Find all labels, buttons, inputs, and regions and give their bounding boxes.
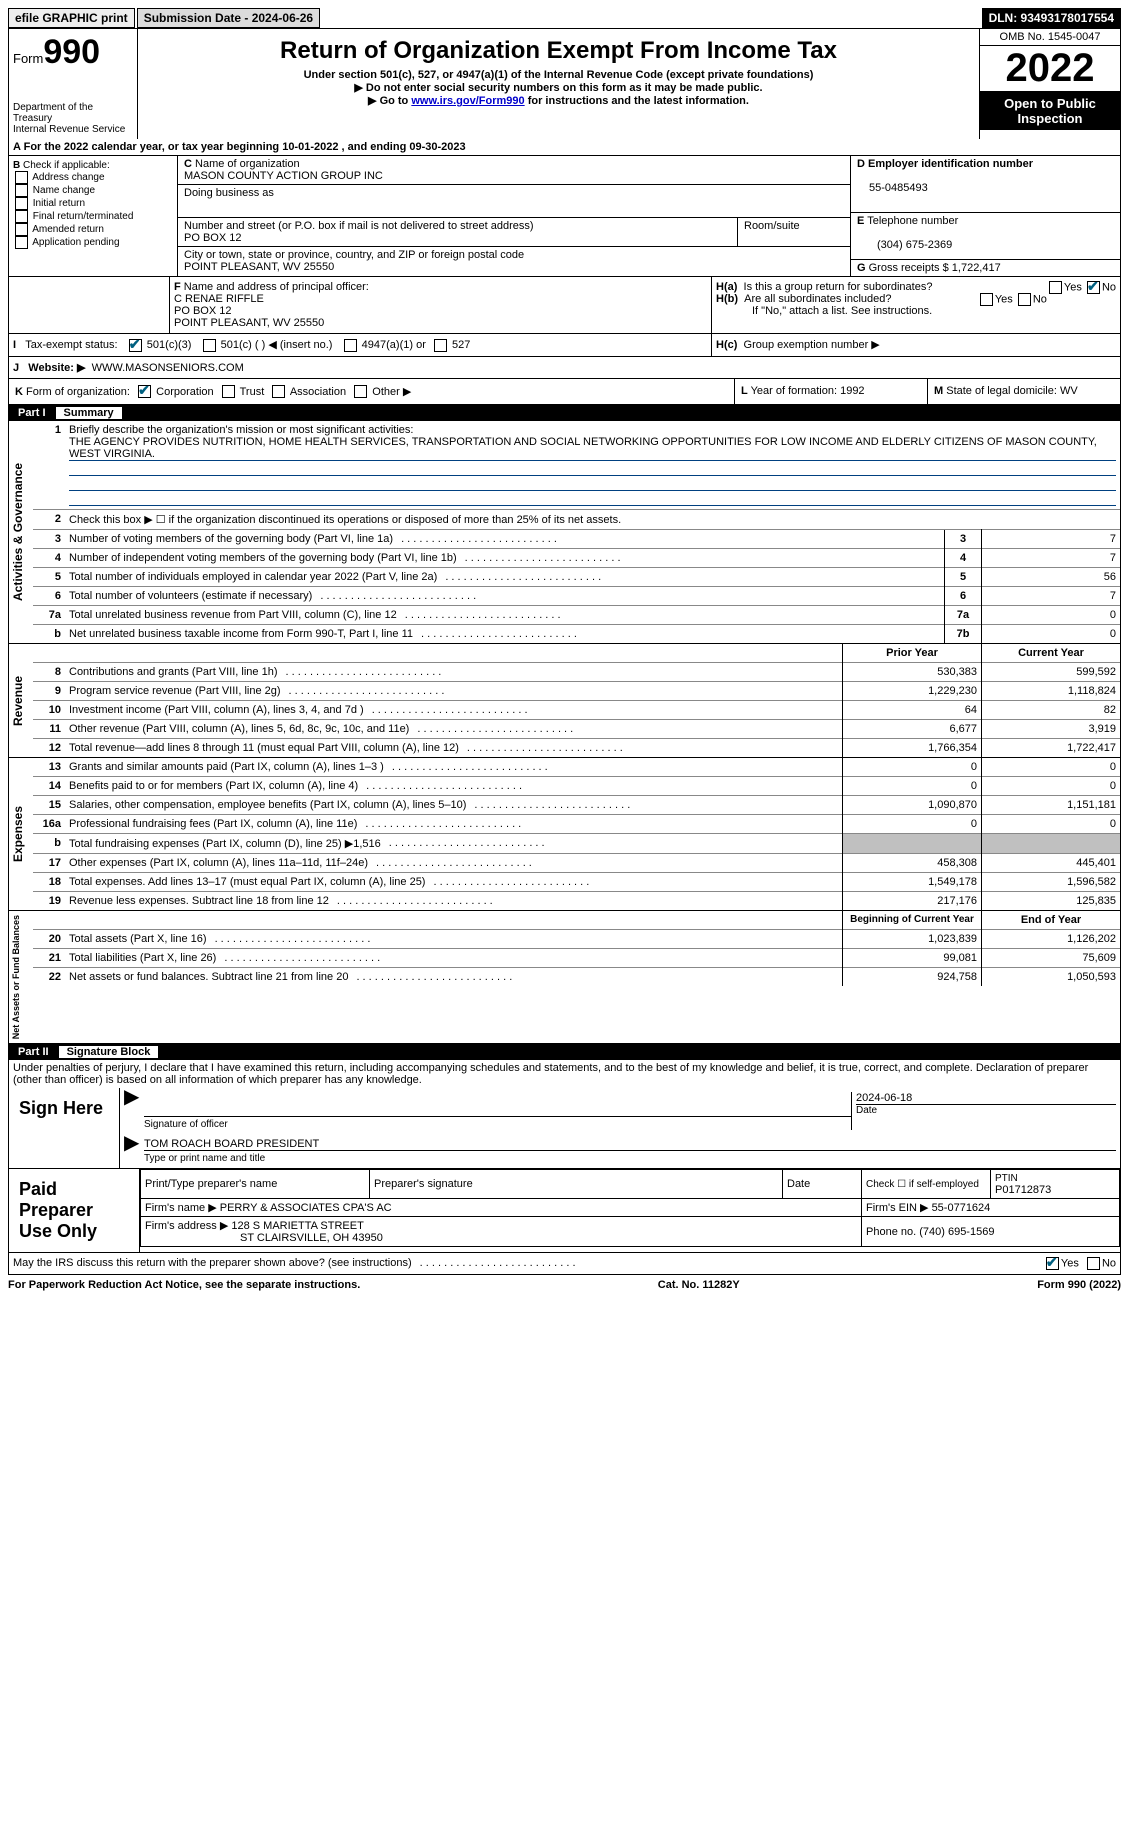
website-row: J Website: ▶ WWW.MASONSENIORS.COM xyxy=(8,357,1121,379)
firm-name: PERRY & ASSOCIATES CPA'S AC xyxy=(220,1202,392,1214)
omb-number: OMB No. 1545-0047 xyxy=(980,29,1120,46)
firm-phone: (740) 695-1569 xyxy=(919,1226,994,1238)
footer-mid: Cat. No. 11282Y xyxy=(658,1279,740,1291)
side-label-net: Net Assets or Fund Balances xyxy=(9,911,33,1043)
declaration-text: Under penalties of perjury, I declare th… xyxy=(8,1060,1121,1088)
part-1-header: Part I Summary xyxy=(8,405,1121,421)
side-label-gov: Activities & Governance xyxy=(9,421,33,643)
paid-preparer-block: Paid Preparer Use Only Print/Type prepar… xyxy=(8,1169,1121,1253)
submission-date: Submission Date - 2024-06-26 xyxy=(137,8,320,28)
mission-text: THE AGENCY PROVIDES NUTRITION, HOME HEAL… xyxy=(69,436,1116,461)
firm-ein: 55-0771624 xyxy=(932,1202,991,1214)
part-2-header: Part II Signature Block xyxy=(8,1044,1121,1060)
ptin: P01712873 xyxy=(995,1184,1051,1196)
form-org-row: K Form of organization: Corporation Trus… xyxy=(8,379,1121,406)
footer: For Paperwork Reduction Act Notice, see … xyxy=(8,1279,1121,1291)
open-to-public: Open to Public Inspection xyxy=(980,92,1120,130)
calendar-year-line: A For the 2022 calendar year, or tax yea… xyxy=(8,139,1121,156)
sign-here-label: Sign Here xyxy=(9,1088,120,1168)
efile-print-button[interactable]: efile GRAPHIC print xyxy=(8,8,135,28)
officer-print-name: TOM ROACH BOARD PRESIDENT xyxy=(144,1138,319,1150)
sign-date: 2024-06-18 xyxy=(856,1092,1116,1104)
top-bar: efile GRAPHIC print Submission Date - 20… xyxy=(8,8,1121,28)
telephone: (304) 675-2369 xyxy=(857,239,952,251)
form-note-ssn: Do not enter social security numbers on … xyxy=(142,81,975,94)
form-header: Form990 Department of the Treasury Inter… xyxy=(8,28,1121,139)
form-subtitle: Under section 501(c), 527, or 4947(a)(1)… xyxy=(142,69,975,81)
paid-preparer-label: Paid Preparer Use Only xyxy=(9,1169,140,1252)
col-b-checkboxes: B Check if applicable: Address change Na… xyxy=(9,156,178,276)
signature-block: Sign Here ▶ Signature of officer 2024-06… xyxy=(8,1088,1121,1169)
officer-name: C RENAE RIFFLE xyxy=(174,293,264,305)
year-formation: 1992 xyxy=(840,385,864,397)
revenue-section: Revenue Prior YearCurrent Year 8Contribu… xyxy=(8,644,1121,758)
footer-left: For Paperwork Reduction Act Notice, see … xyxy=(8,1279,360,1291)
website: WWW.MASONSENIORS.COM xyxy=(92,362,244,374)
ein: 55-0485493 xyxy=(857,182,928,194)
form-number: 990 xyxy=(43,33,100,71)
side-label-rev: Revenue xyxy=(9,644,33,757)
tax-status-row: I Tax-exempt status: 501(c)(3) 501(c) ( … xyxy=(8,334,1121,357)
irs-link[interactable]: www.irs.gov/Form990 xyxy=(411,95,524,107)
form-label: Form xyxy=(13,51,43,66)
header-block: B Check if applicable: Address change Na… xyxy=(8,156,1121,277)
tax-year: 2022 xyxy=(980,46,1120,92)
expenses-section: Expenses 13Grants and similar amounts pa… xyxy=(8,758,1121,911)
discuss-row: May the IRS discuss this return with the… xyxy=(8,1253,1121,1275)
org-city: POINT PLEASANT, WV 25550 xyxy=(184,261,334,273)
firm-address: 128 S MARIETTA STREET xyxy=(231,1220,363,1232)
gross-receipts: 1,722,417 xyxy=(952,262,1001,274)
form-note-goto: Go to www.irs.gov/Form990 for instructio… xyxy=(142,94,975,107)
org-name: MASON COUNTY ACTION GROUP INC xyxy=(184,170,383,182)
dept-treasury: Department of the Treasury xyxy=(13,102,133,124)
dln: DLN: 93493178017554 xyxy=(982,8,1121,28)
org-address: PO BOX 12 xyxy=(184,232,241,244)
side-label-exp: Expenses xyxy=(9,758,33,910)
form-title: Return of Organization Exempt From Incom… xyxy=(142,37,975,65)
state-domicile: WV xyxy=(1060,385,1078,397)
footer-right: Form 990 (2022) xyxy=(1037,1279,1121,1291)
officer-group-row: F Name and address of principal officer:… xyxy=(8,277,1121,334)
activities-governance: Activities & Governance 1 Briefly descri… xyxy=(8,421,1121,644)
irs-label: Internal Revenue Service xyxy=(13,124,133,135)
net-assets-section: Net Assets or Fund Balances Beginning of… xyxy=(8,911,1121,1044)
